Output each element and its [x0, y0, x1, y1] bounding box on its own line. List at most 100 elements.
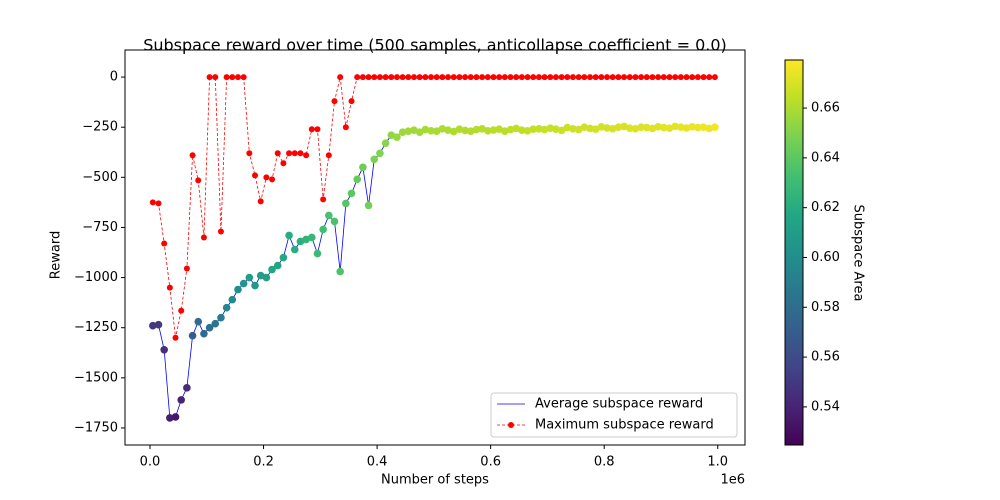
point — [507, 74, 514, 81]
point — [303, 152, 310, 159]
point — [541, 74, 548, 81]
point — [410, 74, 417, 81]
point — [274, 150, 281, 157]
point — [240, 74, 247, 81]
point — [195, 177, 202, 184]
point — [200, 234, 207, 241]
point — [564, 74, 571, 81]
colorbar-tick-label: 0.54 — [811, 399, 840, 414]
point — [688, 122, 696, 131]
plot-frame — [124, 49, 746, 446]
point — [291, 150, 298, 157]
point — [711, 74, 718, 81]
point — [609, 74, 616, 81]
point — [569, 74, 576, 81]
point — [245, 273, 254, 282]
point — [621, 74, 628, 81]
point — [530, 74, 537, 81]
point — [183, 384, 191, 392]
point — [604, 74, 611, 81]
point — [439, 74, 446, 81]
point — [518, 126, 526, 135]
point — [557, 126, 566, 135]
point — [239, 279, 248, 288]
point — [314, 126, 321, 133]
point — [615, 74, 622, 81]
point — [404, 127, 413, 136]
point — [432, 127, 441, 136]
y-tick-label: −1500 — [74, 370, 118, 385]
y-tick-label: 0 — [110, 70, 118, 85]
point — [518, 74, 525, 81]
point — [381, 139, 390, 148]
point — [331, 98, 338, 105]
point — [154, 320, 163, 329]
colorbar-tick-label: 0.66 — [811, 101, 840, 116]
point — [655, 74, 662, 81]
point — [399, 74, 406, 81]
point — [546, 124, 555, 132]
y-tick-label: −250 — [82, 120, 118, 135]
point — [472, 125, 481, 134]
point — [172, 334, 179, 341]
y-tick-label: −750 — [82, 220, 118, 235]
point — [484, 127, 492, 135]
point — [234, 74, 241, 81]
point — [637, 123, 645, 131]
point — [200, 329, 208, 338]
point — [325, 152, 332, 159]
point — [262, 273, 271, 282]
point — [171, 413, 180, 421]
point — [694, 74, 701, 81]
point — [672, 74, 679, 81]
series-line — [152, 125, 715, 419]
point — [234, 285, 242, 294]
point — [501, 74, 508, 81]
point — [455, 125, 464, 134]
point — [359, 163, 367, 172]
point — [205, 323, 214, 332]
point — [307, 233, 316, 242]
point — [149, 321, 157, 330]
point — [166, 414, 174, 422]
point — [364, 201, 373, 210]
point — [490, 74, 497, 81]
y-tick-label: −1750 — [74, 420, 118, 435]
point — [660, 74, 667, 81]
point — [614, 123, 623, 131]
point — [388, 74, 395, 81]
point — [689, 74, 696, 81]
chart-title: Subspace reward over time (500 samples, … — [143, 36, 727, 55]
point — [552, 125, 560, 134]
point — [428, 74, 435, 81]
point — [376, 149, 384, 158]
colorbar — [784, 59, 804, 446]
point — [285, 231, 293, 240]
point — [211, 319, 220, 328]
point — [365, 74, 372, 81]
point — [666, 74, 673, 81]
point — [597, 122, 606, 131]
point — [228, 295, 237, 304]
point — [575, 74, 582, 81]
point — [591, 125, 600, 134]
x-tick-label: 1.0 — [707, 455, 728, 470]
point — [348, 98, 355, 105]
point — [649, 74, 656, 81]
point — [450, 74, 457, 81]
x-tick-label: 0.0 — [140, 455, 161, 470]
point — [642, 123, 651, 132]
point — [161, 240, 168, 247]
point — [308, 126, 315, 133]
point — [371, 74, 378, 81]
point — [461, 126, 469, 135]
point — [188, 331, 197, 340]
point — [376, 74, 383, 81]
point — [337, 74, 344, 81]
point — [529, 125, 538, 134]
colorbar-tick-label: 0.60 — [811, 250, 840, 265]
colorbar-label: Subspace Area — [851, 205, 866, 302]
point — [319, 225, 327, 234]
point — [280, 160, 287, 167]
